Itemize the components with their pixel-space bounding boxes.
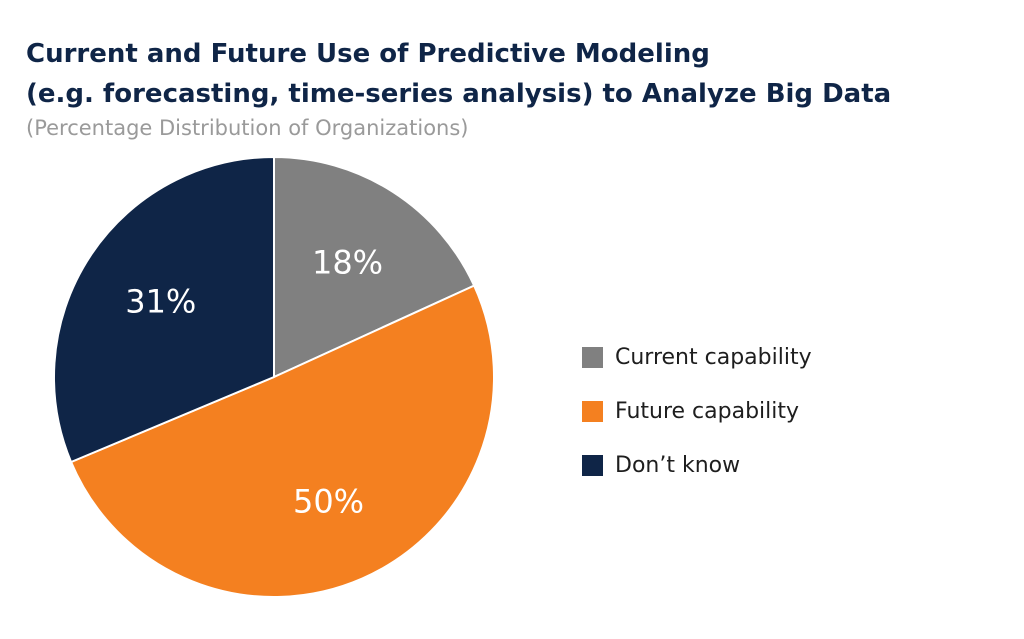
legend-item-dont-know: Don’t know [582,438,812,492]
chart-title-line-1: Current and Future Use of Predictive Mod… [26,39,710,69]
legend-swatch-dont-know [582,454,603,476]
legend-label-future-capability: Future capability [615,398,800,424]
legend-label-current-capability: Current capability [615,344,812,370]
chart-title: Current and Future Use of Predictive Mod… [26,34,1006,114]
pie-slice-future-capability [70,284,495,599]
chart-title-line-2: (e.g. forecasting, time-series analysis)… [26,79,892,109]
chart-subtitle: (Percentage Distribution of Organization… [26,116,469,140]
pie-slice-dont-know [53,156,275,463]
legend-item-future-capability: Future capability [582,384,812,438]
pie-slice-current-capability [273,156,476,378]
legend-item-current-capability: Current capability [582,330,812,384]
legend-label-dont-know: Don’t know [615,452,741,478]
legend-swatch-current-capability [582,346,603,368]
data-label-dont-know: 31% [125,283,196,321]
data-label-current-capability: 18% [312,244,383,282]
chart-legend: Current capability Future capability Don… [582,330,812,492]
data-label-future-capability: 50% [293,483,364,521]
legend-swatch-future-capability [582,400,603,422]
